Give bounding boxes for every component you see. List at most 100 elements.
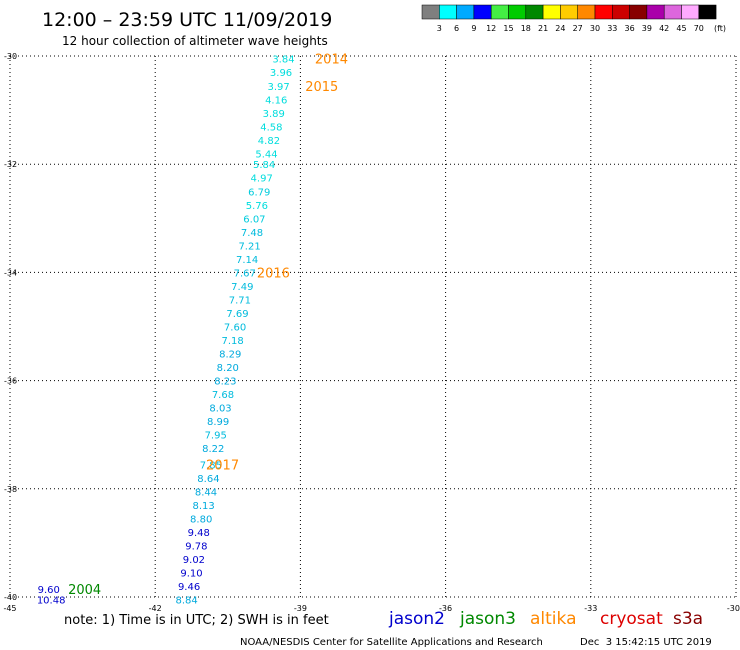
color-swatch <box>560 4 578 20</box>
data-point-label: 7.85 <box>200 460 222 471</box>
data-point-label: 4.58 <box>260 122 282 133</box>
x-axis-ticks: -45 -42 -39 -36 -33 -30 <box>3 604 740 613</box>
x-tick-label: -30 <box>727 604 740 613</box>
chart-title: 12:00 – 23:59 UTC 11/09/2019 <box>42 9 332 31</box>
data-point-label: 5.84 <box>253 160 275 171</box>
data-point-label: 8.13 <box>192 501 214 512</box>
data-point-label: 4.82 <box>258 136 280 147</box>
footer-note: note: 1) Time is in UTC; 2) SWH is in fe… <box>64 613 329 628</box>
data-point-label: 7.21 <box>238 241 260 252</box>
color-scale-label: 42 <box>659 24 669 33</box>
color-scale-label: 30 <box>590 24 600 33</box>
data-point-label: 8.22 <box>202 444 224 455</box>
data-point-label: 5.44 <box>255 149 277 160</box>
year-annotation: 2016 <box>257 266 290 281</box>
x-tick-label: -36 <box>439 604 452 613</box>
color-scale-label: 6 <box>454 24 459 33</box>
y-tick-label: -40 <box>4 593 17 602</box>
color-scale-label: 45 <box>676 24 686 33</box>
data-point-label: 7.68 <box>212 390 234 401</box>
y-tick-label: -34 <box>4 268 17 277</box>
data-point-label: 7.14 <box>236 255 258 266</box>
data-point-label: 8.03 <box>209 404 231 415</box>
data-point-label: 8.99 <box>207 417 229 428</box>
color-scale-label: 18 <box>521 24 531 33</box>
y-axis-ticks: -30 -32 -34 -36 -38 -40 <box>4 52 17 602</box>
data-point-label: 9.46 <box>178 582 200 593</box>
data-point-label: 7.49 <box>231 282 253 293</box>
data-point-label: 6.79 <box>248 187 270 198</box>
year-annotation: 2017 <box>206 458 239 473</box>
year-annotations: 2014 2015 2016 2017 2004 <box>68 53 348 598</box>
color-scale-label: 9 <box>471 24 476 33</box>
data-point-label: 8.29 <box>219 350 241 361</box>
data-points: 3.84 3.96 3.97 4.16 3.89 4.58 4.82 5.445.84 4.97… <box>37 55 295 607</box>
color-swatch <box>698 4 717 20</box>
data-point-label: 8.84 <box>176 596 198 607</box>
data-point-label: 4.97 <box>251 174 273 185</box>
year-annotation: 2015 <box>305 80 338 95</box>
chart-subtitle: 12 hour collection of altimeter wave hei… <box>62 34 328 48</box>
color-scale-unit: (ft) <box>714 24 726 33</box>
data-point-label: 7.69 <box>226 309 248 320</box>
data-point-label: 7.48 <box>241 228 263 239</box>
data-point-label: 3.97 <box>267 82 289 93</box>
legend-item-cryosat: cryosat <box>600 609 663 629</box>
data-point-label: 8.64 <box>197 474 219 485</box>
data-point-label: 8.44 <box>195 488 217 499</box>
legend-item-jason3: jason3 <box>459 609 516 629</box>
color-swatch <box>663 4 682 20</box>
color-scale-label: 70 <box>694 24 704 33</box>
data-point-label: 3.89 <box>263 109 285 120</box>
color-swatch <box>542 4 561 20</box>
color-swatch <box>612 4 630 20</box>
year-annotation: 2004 <box>68 583 101 598</box>
color-swatch <box>525 4 544 20</box>
y-tick-label: -32 <box>4 160 17 169</box>
data-point-label: 8.80 <box>190 515 212 526</box>
satellite-legend: jason2 jason3 altika cryosat s3a <box>388 609 703 629</box>
data-point-label: 7.18 <box>222 336 244 347</box>
color-scale-label: 3 <box>437 24 442 33</box>
color-swatch <box>681 4 700 20</box>
year-annotation: 2014 <box>315 53 348 68</box>
color-scale-label: 24 <box>555 24 565 33</box>
data-point-label: 7.95 <box>205 431 227 442</box>
data-point-label: 8.23 <box>214 377 236 388</box>
legend-item-altika: altika <box>530 609 577 629</box>
color-scale-label: 39 <box>642 24 652 33</box>
color-scale-label: 21 <box>538 24 548 33</box>
x-tick-label: -39 <box>294 604 307 613</box>
color-swatch <box>629 4 648 20</box>
data-point-label: 9.78 <box>185 542 207 553</box>
color-scale-label: 33 <box>607 24 617 33</box>
x-tick-label: -45 <box>3 604 16 613</box>
data-point-label: 9.48 <box>188 528 210 539</box>
data-point-label: 7.60 <box>224 323 246 334</box>
data-point-label: 10.48 <box>37 596 66 607</box>
color-swatch <box>439 4 457 20</box>
data-point-label: 6.07 <box>243 214 265 225</box>
data-point-label: 9.60 <box>38 585 60 596</box>
x-tick-label: -42 <box>149 604 162 613</box>
color-scale: 3 6 9 12 15 18 21 24 27 30 33 36 39 42 45 70 <box>421 4 717 33</box>
color-scale-label: 36 <box>625 24 635 33</box>
color-swatch <box>508 4 527 20</box>
footer-timestamp: Dec 3 15:42:15 UTC 2019 <box>580 637 712 648</box>
x-tick-label: -33 <box>584 604 597 613</box>
color-swatch <box>421 4 440 20</box>
data-point-label: 5.76 <box>246 201 268 212</box>
color-scale-label: 27 <box>573 24 583 33</box>
y-tick-label: -30 <box>4 52 17 61</box>
color-swatch <box>577 4 596 20</box>
grid-lines <box>9 55 737 598</box>
legend-item-jason2: jason2 <box>388 609 445 629</box>
color-swatch <box>473 4 492 20</box>
y-tick-label: -36 <box>4 377 17 386</box>
data-point-label: 8.20 <box>217 363 239 374</box>
footer-credit: NOAA/NESDIS Center for Satellite Applica… <box>240 637 543 648</box>
color-scale-label: 12 <box>486 24 496 33</box>
color-swatch <box>646 4 665 20</box>
y-tick-label: -38 <box>4 485 17 494</box>
